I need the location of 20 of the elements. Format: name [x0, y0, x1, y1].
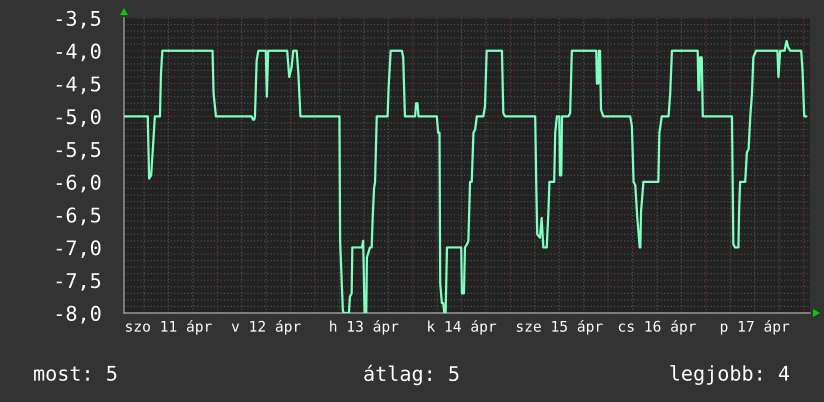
y-tick-label: -6,0 [56, 174, 100, 192]
text: legjobb: 4 [670, 365, 790, 385]
y-tick-label: -6,5 [56, 207, 100, 226]
x-tick-label: cs 16 ápr [618, 320, 696, 335]
x-tick-label: k 14 ápr [428, 320, 496, 335]
y-tick-label: -7,5 [56, 273, 100, 291]
y-tick-label: -4,0 [56, 44, 100, 62]
text: átlag: 5 [364, 364, 458, 386]
x-tick-label: h 13 ápr [330, 320, 398, 335]
x-tick-label: v 12 ápr [232, 320, 301, 335]
y-tick-label: -5,5 [56, 142, 100, 160]
y-tick-label: -7,0 [56, 240, 100, 258]
y-tick-label: -3,5 [56, 10, 100, 29]
x-tick-label: p 17 ápr [720, 320, 790, 335]
x-tick-label: szo 11 ápr [126, 320, 212, 335]
y-tick-label: -8,0 [56, 306, 100, 324]
text: most: 5 [34, 366, 116, 381]
y-tick-label: -5,0 [56, 109, 100, 127]
x-tick-label: sze 15 ápr [516, 320, 603, 335]
y-tick-label: -4,5 [56, 76, 100, 94]
